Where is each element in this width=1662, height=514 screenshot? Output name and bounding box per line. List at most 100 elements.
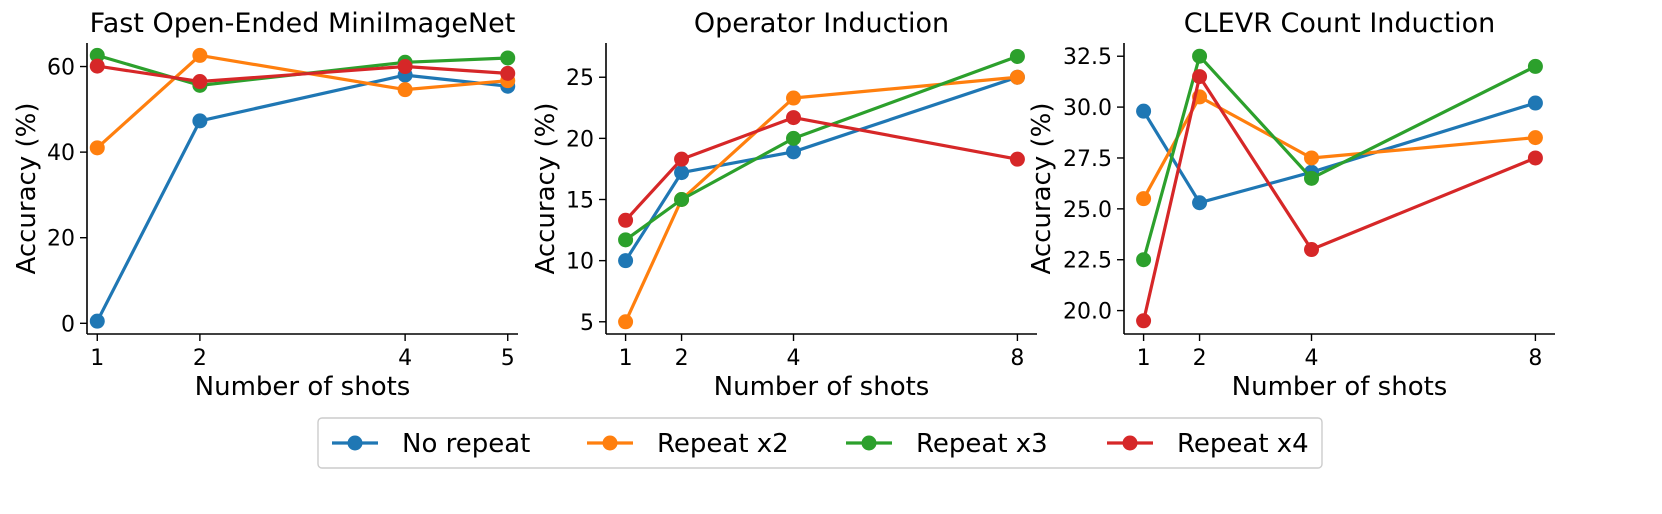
- x-tick-label: 8: [1528, 346, 1542, 371]
- y-tick-label: 0: [61, 312, 75, 337]
- legend-label: Repeat x2: [657, 429, 789, 459]
- y-tick-label: 32.5: [1063, 45, 1112, 70]
- series-line: [95, 73, 508, 322]
- y-tick-label: 22.5: [1063, 249, 1112, 274]
- series-line: [624, 54, 1018, 242]
- y-tick-label: 40: [47, 141, 75, 166]
- data-point: [1192, 48, 1208, 64]
- data-point: [786, 90, 802, 106]
- data-point: [618, 232, 634, 248]
- data-point: [89, 47, 105, 63]
- series-line: [1142, 74, 1537, 322]
- chart-title: Operator Induction: [694, 8, 949, 39]
- data-point: [1136, 313, 1152, 329]
- x-tick-label: 4: [398, 346, 412, 371]
- chart-title: Fast Open-Ended MiniImageNet: [90, 8, 516, 39]
- legend-label: Repeat x3: [916, 429, 1048, 459]
- y-tick-label: 20: [47, 227, 75, 252]
- legend-entry: Repeat x4: [1107, 429, 1309, 459]
- series-repeat-x4: [89, 58, 516, 90]
- data-point: [1192, 69, 1208, 85]
- data-point: [1136, 191, 1152, 207]
- x-tick-label: 4: [1305, 346, 1319, 371]
- x-axis-label: Number of shots: [1232, 372, 1448, 402]
- panel-1: Fast Open-Ended MiniImageNet 1 2 4 5 0 20 40 60 N…: [12, 8, 518, 402]
- y-axis-label: Accuracy (%): [12, 103, 42, 275]
- x-tick-label: 1: [90, 346, 104, 371]
- data-point: [192, 113, 208, 129]
- legend-marker: [347, 435, 363, 451]
- data-point: [1527, 130, 1543, 146]
- y-tick-label: 25: [566, 66, 594, 91]
- series-no-repeat: [1136, 95, 1543, 211]
- legend-label: Repeat x4: [1177, 429, 1309, 459]
- series-line: [1142, 95, 1536, 200]
- series-line: [97, 64, 508, 84]
- data-point: [1009, 151, 1025, 167]
- series-line: [624, 75, 1018, 323]
- y-tick-label: 25.0: [1063, 198, 1112, 223]
- y-tick-label: 20: [566, 127, 594, 152]
- series-line: [624, 115, 1018, 222]
- series-line: [1142, 101, 1536, 205]
- legend-marker: [861, 435, 877, 451]
- legend-marker: [1122, 435, 1138, 451]
- x-tick-label: 5: [501, 346, 515, 371]
- series-repeat-x2: [1136, 89, 1543, 207]
- legend-label: No repeat: [402, 429, 530, 459]
- x-tick-label: 1: [1137, 346, 1151, 371]
- x-axis-label: Number of shots: [195, 372, 411, 402]
- legend-entry: Repeat x2: [587, 429, 789, 459]
- data-point: [1527, 95, 1543, 111]
- data-point: [1304, 242, 1320, 258]
- series-no-repeat: [89, 67, 516, 329]
- series-line: [624, 75, 1018, 262]
- data-point: [674, 165, 690, 181]
- panel-2: Operator Induction 1 2 4 8 5 10 15 20 25 Number of…: [531, 8, 1037, 402]
- series-repeat-x2: [89, 47, 516, 156]
- data-point: [1304, 150, 1320, 166]
- data-point: [674, 192, 690, 208]
- data-point: [500, 50, 516, 66]
- data-point: [1009, 48, 1025, 64]
- series-line: [1142, 54, 1537, 261]
- data-point: [1136, 103, 1152, 119]
- legend-entry: No repeat: [332, 429, 530, 459]
- data-point: [674, 151, 690, 167]
- y-axis-label: Accuracy (%): [531, 103, 561, 275]
- series-repeat-x4: [1136, 69, 1543, 329]
- x-tick-label: 2: [193, 346, 207, 371]
- data-point: [1192, 195, 1208, 211]
- chart-title: CLEVR Count Induction: [1184, 8, 1495, 39]
- series-repeat-x3: [1136, 48, 1543, 268]
- data-point: [786, 110, 802, 126]
- series-repeat-x4: [618, 110, 1025, 228]
- series-no-repeat: [618, 69, 1025, 269]
- x-tick-label: 2: [1193, 346, 1207, 371]
- y-tick-label: 20.0: [1063, 300, 1112, 325]
- y-tick-label: 30.0: [1063, 96, 1112, 121]
- legend-entry: Repeat x3: [846, 429, 1048, 459]
- data-point: [618, 314, 634, 330]
- data-point: [397, 82, 413, 98]
- x-tick-label: 1: [619, 346, 633, 371]
- data-point: [89, 140, 105, 156]
- y-tick-label: 15: [566, 189, 594, 214]
- x-tick-label: 8: [1010, 346, 1024, 371]
- x-axis-label: Number of shots: [714, 372, 930, 402]
- x-tick-label: 2: [675, 346, 689, 371]
- y-axis-label: Accuracy (%): [1027, 103, 1057, 275]
- series-repeat-x2: [618, 69, 1025, 330]
- data-point: [1527, 150, 1543, 166]
- legend-frame: [317, 417, 1323, 469]
- data-point: [500, 65, 516, 81]
- data-point: [192, 47, 208, 63]
- y-tick-label: 60: [47, 56, 75, 81]
- legend: No repeat Repeat x2 Repeat x3 Repeat x4: [317, 417, 1323, 469]
- series-repeat-x3: [618, 48, 1025, 248]
- y-tick-label: 5: [580, 311, 594, 336]
- y-tick-label: 10: [566, 250, 594, 275]
- x-tick-label: 4: [787, 346, 801, 371]
